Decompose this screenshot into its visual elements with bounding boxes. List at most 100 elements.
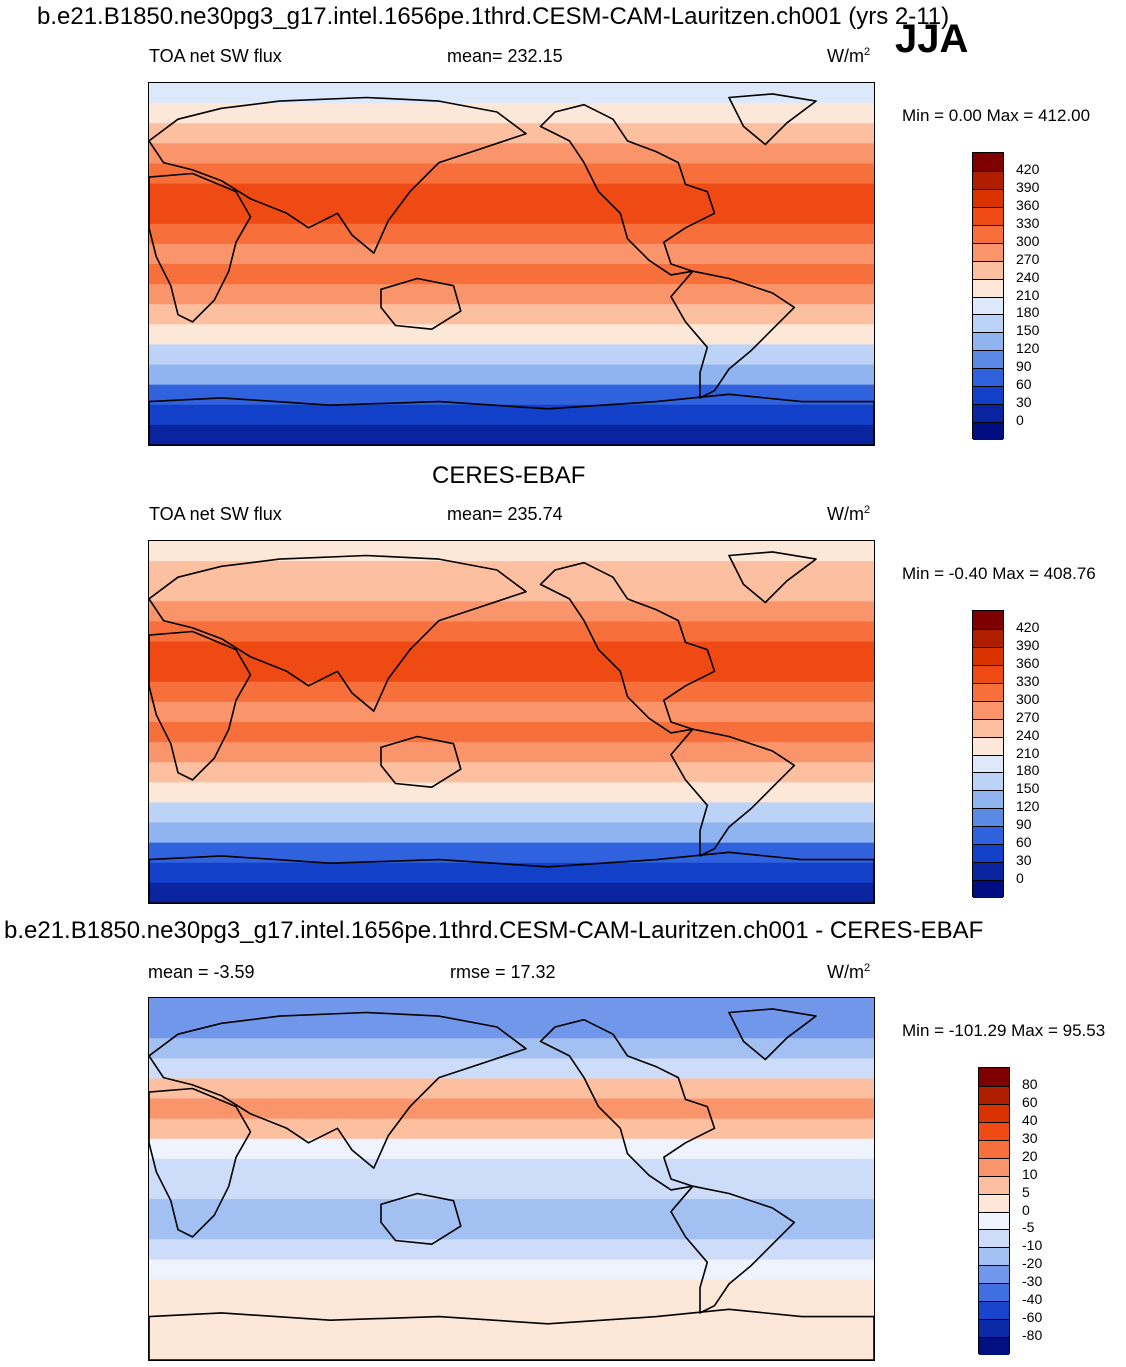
colorbar-tick-label: 300: [1016, 232, 1040, 249]
colorbar-swatch: [979, 1068, 1009, 1086]
lat-band: [149, 1199, 874, 1220]
season-label: JJA: [895, 17, 969, 61]
colorbar-tick-label: 60: [1022, 1093, 1038, 1110]
colorbar-tick-label: 30: [1016, 852, 1032, 869]
lat-band: [149, 183, 874, 205]
panel1-mean-label: mean= 232.15: [447, 46, 563, 66]
colorbar-swatch: [979, 1121, 1009, 1140]
colorbar-tick-label: -60: [1022, 1309, 1043, 1326]
colorbar-tick-label: 330: [1016, 672, 1040, 689]
colorbar-tick-label: 180: [1016, 304, 1040, 321]
antarctica-outline: [149, 851, 874, 903]
lat-band: [149, 842, 874, 864]
colorbar-tick-label: 360: [1016, 654, 1040, 671]
lat-band: [149, 163, 874, 185]
colorbar-swatch: [973, 404, 1003, 423]
colorbar-swatch: [973, 628, 1003, 647]
north-america-outline: [539, 1018, 716, 1191]
lat-band: [149, 561, 874, 582]
colorbar-swatch: [973, 808, 1003, 827]
lat-band: [149, 284, 874, 305]
map-svg: [149, 83, 874, 445]
colorbar-tick-label: 210: [1016, 286, 1040, 303]
colorbar-tick-label: 0: [1022, 1201, 1030, 1218]
colorbar-swatch: [979, 1265, 1009, 1284]
colorbar-tick-label: 90: [1016, 358, 1032, 375]
colorbar-swatch: [973, 611, 1003, 629]
colorbar-tick-label: -40: [1022, 1291, 1043, 1308]
lat-band: [149, 203, 874, 225]
colorbar-tick-label: 390: [1016, 636, 1040, 653]
colorbar-swatch: [973, 844, 1003, 863]
colorbar-tick-label: 360: [1016, 196, 1040, 213]
lat-band: [149, 1118, 874, 1140]
colorbar-swatch: [973, 826, 1003, 845]
colorbar-swatch: [979, 1175, 1009, 1194]
colorbar-swatch: [979, 1103, 1009, 1122]
lat-band: [149, 541, 874, 562]
colorbar-tick-label: 90: [1016, 816, 1032, 833]
africa-outline: [149, 630, 252, 781]
lat-band: [149, 424, 874, 445]
colorbar-swatch: [979, 1337, 1009, 1355]
lat-band: [149, 1078, 874, 1100]
colorbar-swatch: [973, 260, 1003, 279]
obs-title: CERES-EBAF: [432, 462, 586, 489]
colorbar-swatch: [973, 736, 1003, 755]
diff-title: b.e21.B1850.ne30pg3_g17.intel.1656pe.1th…: [4, 917, 984, 944]
lat-band: [149, 223, 874, 245]
north-america-outline: [539, 103, 716, 276]
colorbar-tick-label: 390: [1016, 178, 1040, 195]
panel3-rmse-label: rmse = 17.32: [450, 962, 556, 982]
antarctica-outline: [149, 393, 874, 445]
colorbar-tick-label: -80: [1022, 1327, 1043, 1344]
lat-band: [149, 742, 874, 763]
lat-band: [149, 1279, 874, 1301]
colorbar-swatch: [973, 368, 1003, 387]
colorbar-swatch: [979, 1139, 1009, 1158]
africa-outline: [149, 1087, 252, 1238]
lat-band: [149, 103, 874, 124]
lat-band: [149, 1299, 874, 1321]
antarctica-outline: [149, 1308, 874, 1360]
australia-outline: [380, 277, 462, 330]
colorbar-tick-label: 150: [1016, 322, 1040, 339]
panel1-minmax: Min = 0.00 Max = 412.00: [902, 106, 1091, 125]
colorbar-swatch: [973, 350, 1003, 369]
colorbar-swatch: [973, 224, 1003, 243]
colorbar-tick-label: 40: [1022, 1111, 1038, 1128]
colorbar-swatch: [979, 1229, 1009, 1248]
panel2-mean-label: mean= 235.74: [447, 504, 563, 524]
colorbar-tick-label: 330: [1016, 214, 1040, 231]
colorbar-tick-label: 180: [1016, 762, 1040, 779]
colorbar-tick-label: 420: [1016, 618, 1040, 635]
lat-band: [149, 344, 874, 366]
colorbar-tick-label: 240: [1016, 268, 1040, 285]
lat-band: [149, 1018, 874, 1039]
australia-outline: [380, 1192, 462, 1245]
lat-band: [149, 822, 874, 844]
colorbar-tick-label: -10: [1022, 1237, 1043, 1254]
colorbar-tick-label: 30: [1016, 394, 1032, 411]
colorbar-swatch: [973, 646, 1003, 665]
panel3-minmax: Min = -101.29 Max = 95.53: [902, 1021, 1106, 1040]
south-america-outline: [670, 270, 796, 399]
panel3-colorbar: 80 60 40 30 20 10 5 0 -5 -10 -20 -30 -40 -60 -80: [978, 1067, 1118, 1355]
colorbar-swatch: [979, 1301, 1009, 1320]
lat-band: [149, 1319, 874, 1341]
lat-band: [149, 782, 874, 803]
colorbar-box: [972, 610, 1004, 898]
lat-band: [149, 681, 874, 703]
colorbar-swatch: [973, 278, 1003, 297]
colorbar-tick-label: 270: [1016, 250, 1040, 267]
panel1-units: W/m2: [827, 46, 871, 66]
lat-band: [149, 1098, 874, 1120]
colorbar-swatch: [973, 880, 1003, 898]
colorbar-swatch: [973, 332, 1003, 351]
colorbar-swatch: [973, 170, 1003, 189]
colorbar-swatch: [979, 1247, 1009, 1266]
lat-band: [149, 1259, 874, 1281]
panel3-map: [148, 997, 875, 1361]
colorbar-swatch: [979, 1319, 1009, 1338]
lat-band: [149, 802, 874, 824]
